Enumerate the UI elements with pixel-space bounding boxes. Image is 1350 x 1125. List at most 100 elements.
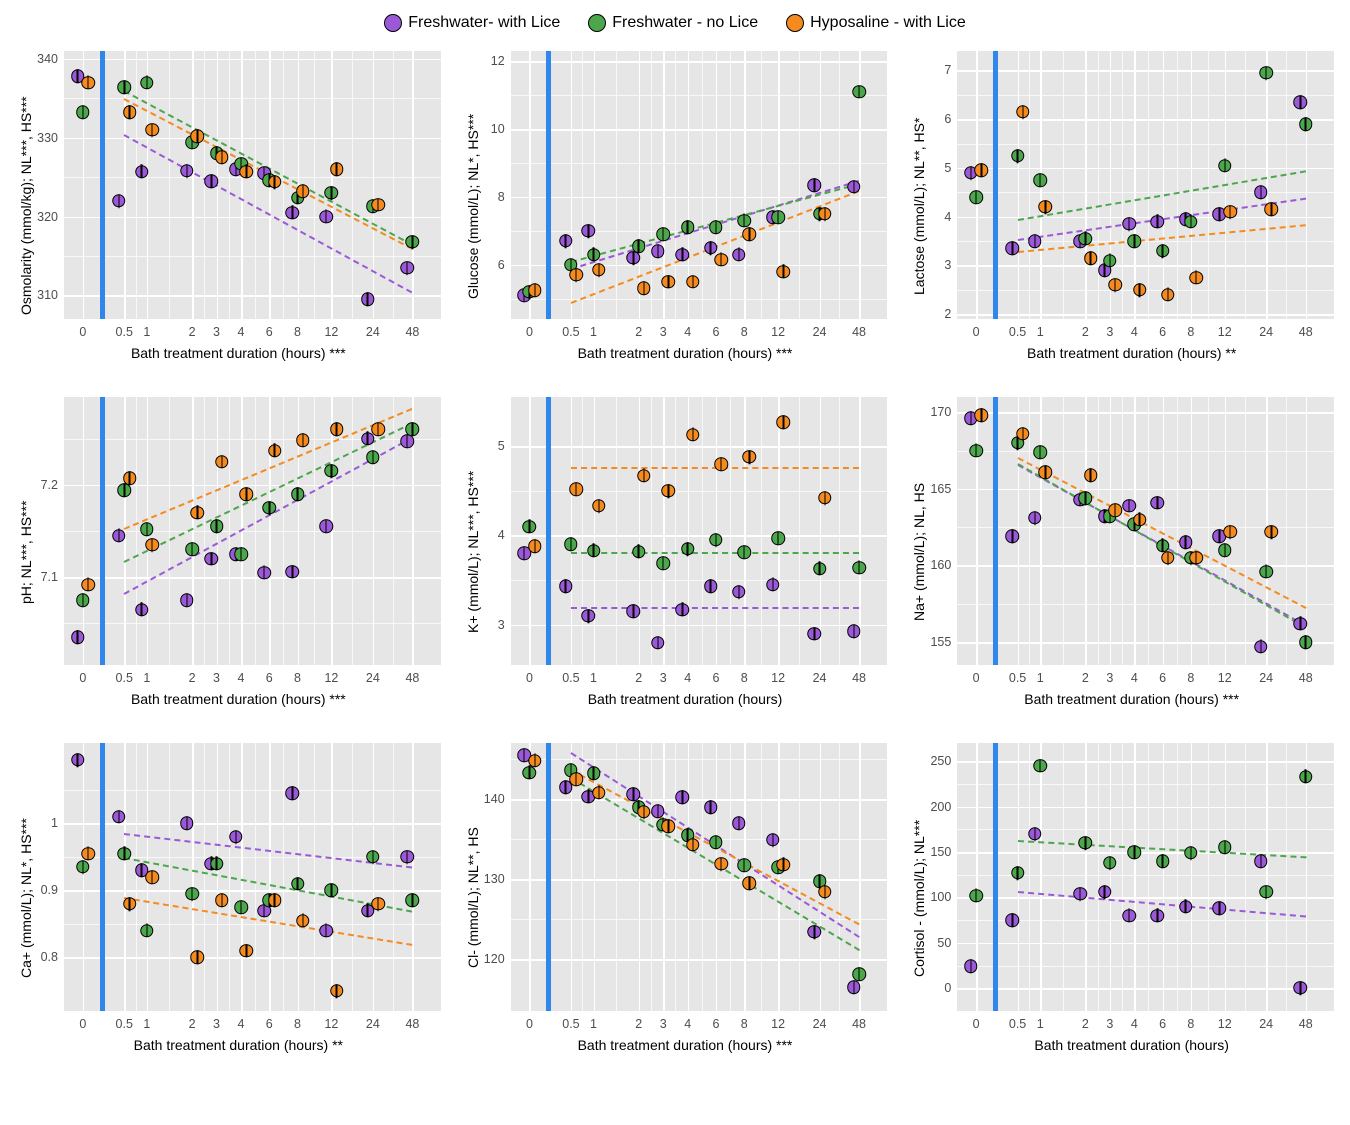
x-tick-label: 1 <box>1037 1017 1044 1031</box>
x-tick-label: 2 <box>189 671 196 685</box>
data-point <box>371 897 385 911</box>
data-point <box>215 151 229 165</box>
data-point <box>1218 543 1232 557</box>
regression-line <box>571 607 859 609</box>
panel: Lactose (mmol/L); NL**, HS*23456700.5123… <box>909 51 1334 361</box>
treatment-start-line <box>993 51 998 319</box>
treatment-start-line <box>100 397 105 665</box>
plot-area <box>64 743 441 1011</box>
data-point <box>714 253 728 267</box>
x-tick-label: 8 <box>1187 671 1194 685</box>
x-tick-label: 4 <box>238 671 245 685</box>
data-point <box>686 428 700 442</box>
data-point <box>559 580 573 594</box>
data-point <box>145 538 159 552</box>
data-point <box>1218 159 1232 173</box>
x-tick-label: 0.5 <box>116 325 133 339</box>
x-tick-label: 8 <box>1187 325 1194 339</box>
x-tick-label: 3 <box>1106 1017 1113 1031</box>
x-tick-label: 1 <box>1037 671 1044 685</box>
data-point <box>71 631 85 645</box>
data-point <box>656 227 670 241</box>
data-point <box>1016 105 1030 119</box>
data-point <box>627 787 641 801</box>
data-point <box>325 884 339 898</box>
x-tick-label: 8 <box>294 1017 301 1031</box>
data-point <box>1108 504 1122 518</box>
legend-item: Freshwater- with Lice <box>384 14 560 32</box>
data-point <box>662 275 676 289</box>
data-point <box>76 106 90 120</box>
data-point <box>1259 885 1273 899</box>
y-tick-label: 7.1 <box>41 570 58 584</box>
data-point <box>681 221 695 235</box>
data-point <box>771 531 785 545</box>
legend-item: Hyposaline - with Lice <box>786 14 966 32</box>
data-point <box>406 894 420 908</box>
data-point <box>777 858 791 872</box>
data-point <box>1265 525 1279 539</box>
treatment-start-line <box>546 51 551 319</box>
data-point <box>286 565 300 579</box>
legend-dot <box>588 14 606 32</box>
data-point <box>627 251 641 265</box>
data-point <box>257 566 271 580</box>
data-point <box>1299 635 1313 649</box>
x-tick-label: 4 <box>238 325 245 339</box>
data-point <box>81 578 95 592</box>
data-point <box>969 889 983 903</box>
data-point <box>771 210 785 224</box>
panel: Cortisol - (mmol/L); NL***05010015020025… <box>909 743 1334 1053</box>
data-point <box>714 457 728 471</box>
y-tick-label: 12 <box>491 54 505 68</box>
y-tick-label: 340 <box>37 52 58 66</box>
data-point <box>1122 217 1136 231</box>
data-point <box>651 244 665 258</box>
x-tick-label: 24 <box>813 671 827 685</box>
data-point <box>1028 234 1042 248</box>
treatment-start-line <box>546 743 551 1011</box>
plot-area <box>64 51 441 319</box>
x-tick-label: 48 <box>1299 325 1313 339</box>
data-point <box>268 894 282 908</box>
y-tick-label: 10 <box>491 122 505 136</box>
data-point <box>234 547 248 561</box>
data-point <box>847 180 861 194</box>
data-point <box>215 455 229 469</box>
data-point <box>1073 887 1087 901</box>
data-point <box>686 275 700 289</box>
x-tick-label: 2 <box>189 1017 196 1031</box>
y-tick-label: 200 <box>930 800 951 814</box>
x-tick-label: 0.5 <box>1009 671 1026 685</box>
data-point <box>319 520 333 534</box>
x-tick-label: 6 <box>266 671 273 685</box>
data-point <box>366 450 380 464</box>
data-point <box>587 248 601 262</box>
x-tick-label: 24 <box>813 1017 827 1031</box>
data-point <box>1294 617 1308 631</box>
data-point <box>240 487 254 501</box>
plot-area <box>511 397 888 665</box>
data-point <box>135 603 149 617</box>
data-point <box>1133 513 1147 527</box>
panel-grid: Osmolarity (mmol/kg); NL***, HS***310320… <box>0 43 1350 1069</box>
data-point <box>234 900 248 914</box>
y-tick-label: 130 <box>484 872 505 886</box>
legend-dot <box>384 14 402 32</box>
data-point <box>1028 511 1042 525</box>
x-tick-label: 3 <box>213 671 220 685</box>
data-point <box>637 469 651 483</box>
data-point <box>528 283 542 297</box>
x-tick-label: 2 <box>635 325 642 339</box>
data-point <box>964 960 978 974</box>
data-point <box>818 885 832 899</box>
data-point <box>676 791 690 805</box>
y-tick-label: 140 <box>484 792 505 806</box>
x-tick-label: 1 <box>143 671 150 685</box>
data-point <box>118 847 132 861</box>
data-point <box>1299 117 1313 131</box>
data-point <box>662 484 676 498</box>
y-tick-label: 310 <box>37 288 58 302</box>
x-tick-label: 3 <box>213 1017 220 1031</box>
y-tick-label: 320 <box>37 210 58 224</box>
